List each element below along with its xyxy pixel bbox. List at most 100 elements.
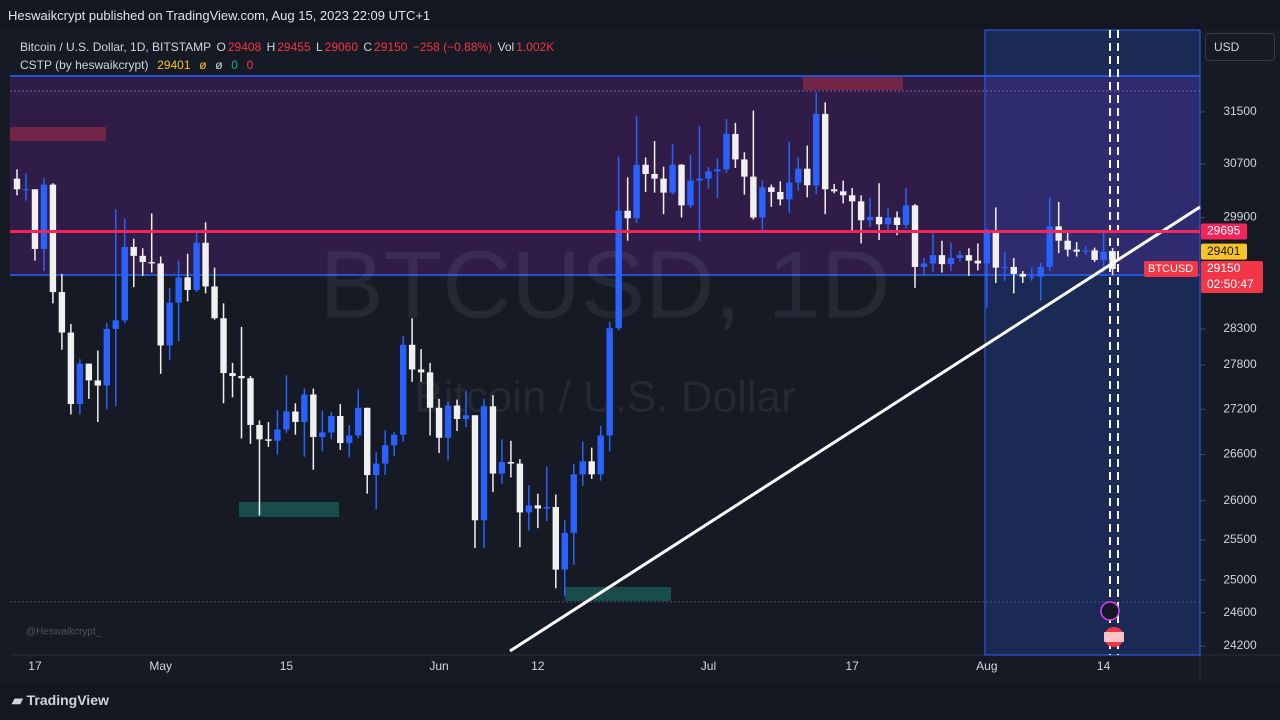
candle-body [103, 328, 110, 386]
candle-body [552, 506, 559, 570]
hatch-box [239, 502, 339, 517]
y-tick-label: 25000 [1223, 572, 1257, 586]
ohlc-label: O [216, 40, 226, 54]
candle-body [292, 411, 299, 422]
brand-logo: ▰ [12, 692, 27, 708]
candle-body [696, 178, 703, 181]
highlight-range [984, 29, 1201, 656]
candle-body [1019, 273, 1026, 277]
candle-body [1064, 240, 1071, 250]
candles [13, 92, 1116, 597]
indicator-label-box [1201, 243, 1247, 260]
candle-body [175, 277, 182, 303]
candle-body [741, 159, 748, 177]
candle-body [938, 255, 946, 265]
y-tick-label: 25500 [1223, 532, 1257, 546]
indicator-value: 29401 [157, 58, 191, 72]
indicator-extra: ø [199, 58, 207, 72]
brand-name: TradingView [26, 692, 109, 708]
candle-body [534, 505, 542, 509]
candle-body [516, 463, 524, 513]
candle-body [85, 363, 93, 381]
candle-body [875, 216, 883, 225]
y-tick-label: 26600 [1223, 447, 1257, 461]
x-tick-label: 17 [845, 659, 859, 673]
indicator-extra: ø [215, 58, 223, 72]
candle-body [911, 205, 919, 267]
candle-body [417, 369, 425, 373]
event-icon[interactable] [1100, 601, 1120, 621]
candle-body [723, 133, 730, 170]
x-tick-label: Aug [976, 659, 997, 673]
supply-zone [10, 76, 1200, 275]
header-bar [0, 0, 1280, 30]
candle-body [1010, 266, 1017, 274]
candle-body [857, 201, 865, 221]
candle-body [94, 380, 102, 386]
volume-label: Vol [497, 40, 515, 54]
indicator-label: 29401 [1207, 244, 1241, 258]
candle-body [462, 415, 470, 419]
ohlc-label: L [315, 40, 323, 54]
candle-body [561, 532, 568, 570]
candle-body [1055, 226, 1062, 241]
candle-body [848, 195, 856, 202]
candle-body [274, 429, 281, 441]
y-tick-label: 24200 [1223, 638, 1257, 652]
candle-body [525, 505, 533, 513]
candle-body [373, 463, 380, 476]
currency-button[interactable]: USD [1205, 33, 1275, 61]
candle-body [714, 169, 721, 172]
y-tick-label: 30700 [1223, 156, 1257, 170]
candle-body [866, 216, 874, 221]
candle-body [328, 415, 335, 433]
candle-body [489, 406, 497, 474]
x-tick-label: 14 [1097, 659, 1111, 673]
level-label-box [1201, 223, 1247, 240]
candle-body [139, 255, 146, 263]
candle-body [929, 255, 937, 264]
candle-body [211, 286, 218, 319]
candle-body [822, 113, 829, 190]
y-tick-label: 29900 [1223, 210, 1257, 224]
candle-body [920, 263, 928, 267]
x-tick-label: May [149, 659, 172, 673]
candle-body [651, 173, 658, 179]
candle-body [579, 461, 586, 475]
candle-body [399, 344, 407, 435]
candle-body [804, 168, 811, 186]
x-tick-label: 15 [280, 659, 294, 673]
candle-body [31, 189, 39, 249]
x-tick-label: 17 [28, 659, 42, 673]
candle-body [902, 205, 910, 226]
candle-body [813, 113, 820, 186]
last-price-box [1201, 261, 1263, 294]
candle-body [364, 407, 371, 476]
candle-body [543, 506, 551, 509]
candle-body [606, 328, 613, 436]
candle-body [705, 171, 712, 179]
level-label: 29695 [1207, 224, 1241, 238]
candle-body [588, 461, 595, 475]
ohlc-value: 29150 [374, 40, 408, 54]
hatch-box [803, 77, 903, 90]
candle-body [777, 191, 784, 200]
candle-body [283, 411, 290, 430]
indicator-extra: 0 [231, 58, 238, 72]
candle-body [615, 210, 622, 329]
indicator-name: CSTP (by heswaikcrypt) [20, 58, 149, 72]
candle-body [1109, 251, 1116, 270]
y-tick-label: 26000 [1223, 493, 1257, 507]
x-tick-label: Jun [429, 659, 448, 673]
candle-body [1001, 266, 1008, 268]
candle-body [13, 178, 21, 190]
candle-body [67, 332, 75, 405]
candle-body [355, 407, 362, 436]
x-tick-label: 12 [531, 659, 545, 673]
candle-body [830, 189, 838, 192]
candle-body [1100, 251, 1107, 260]
indicator-legend: CSTP (by heswaikcrypt) 29401 ø ø 0 0 [20, 58, 255, 72]
ohlc-value: 29455 [277, 40, 311, 54]
candle-body [381, 445, 389, 464]
